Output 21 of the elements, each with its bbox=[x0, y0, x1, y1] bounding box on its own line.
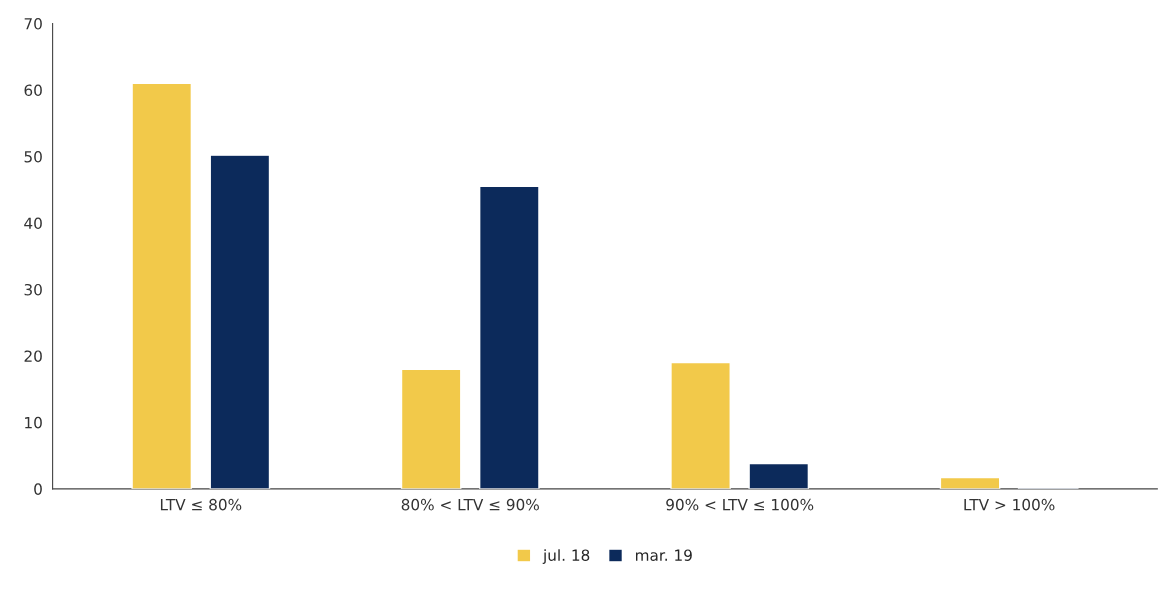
y-tick-label: 70 bbox=[24, 18, 42, 30]
x-tick-label: 90% < LTV ≤ 100% bbox=[666, 498, 814, 511]
x-tick-label: LTV ≤ 80% bbox=[160, 498, 242, 511]
y-tick-label: 60 bbox=[24, 84, 42, 97]
x-tick-label: 80% < LTV ≤ 90% bbox=[401, 498, 539, 511]
bar bbox=[400, 368, 462, 489]
y-tick-label: 50 bbox=[24, 150, 42, 163]
bar bbox=[939, 476, 1001, 489]
bar bbox=[209, 154, 271, 489]
legend-label: mar. 19 bbox=[636, 549, 692, 561]
legend-label: jul. 18 bbox=[542, 549, 590, 564]
y-tick-label: 30 bbox=[24, 283, 42, 296]
bar bbox=[670, 361, 731, 489]
x-tick-label: LTV > 100% bbox=[964, 498, 1055, 511]
y-tick-label: 10 bbox=[25, 416, 42, 429]
y-tick-label: 20 bbox=[24, 350, 42, 362]
bar bbox=[748, 462, 810, 489]
y-tick-label: 0 bbox=[34, 483, 42, 495]
y-tick-label: 40 bbox=[24, 217, 42, 229]
bar bbox=[131, 82, 193, 489]
bar bbox=[478, 185, 540, 489]
